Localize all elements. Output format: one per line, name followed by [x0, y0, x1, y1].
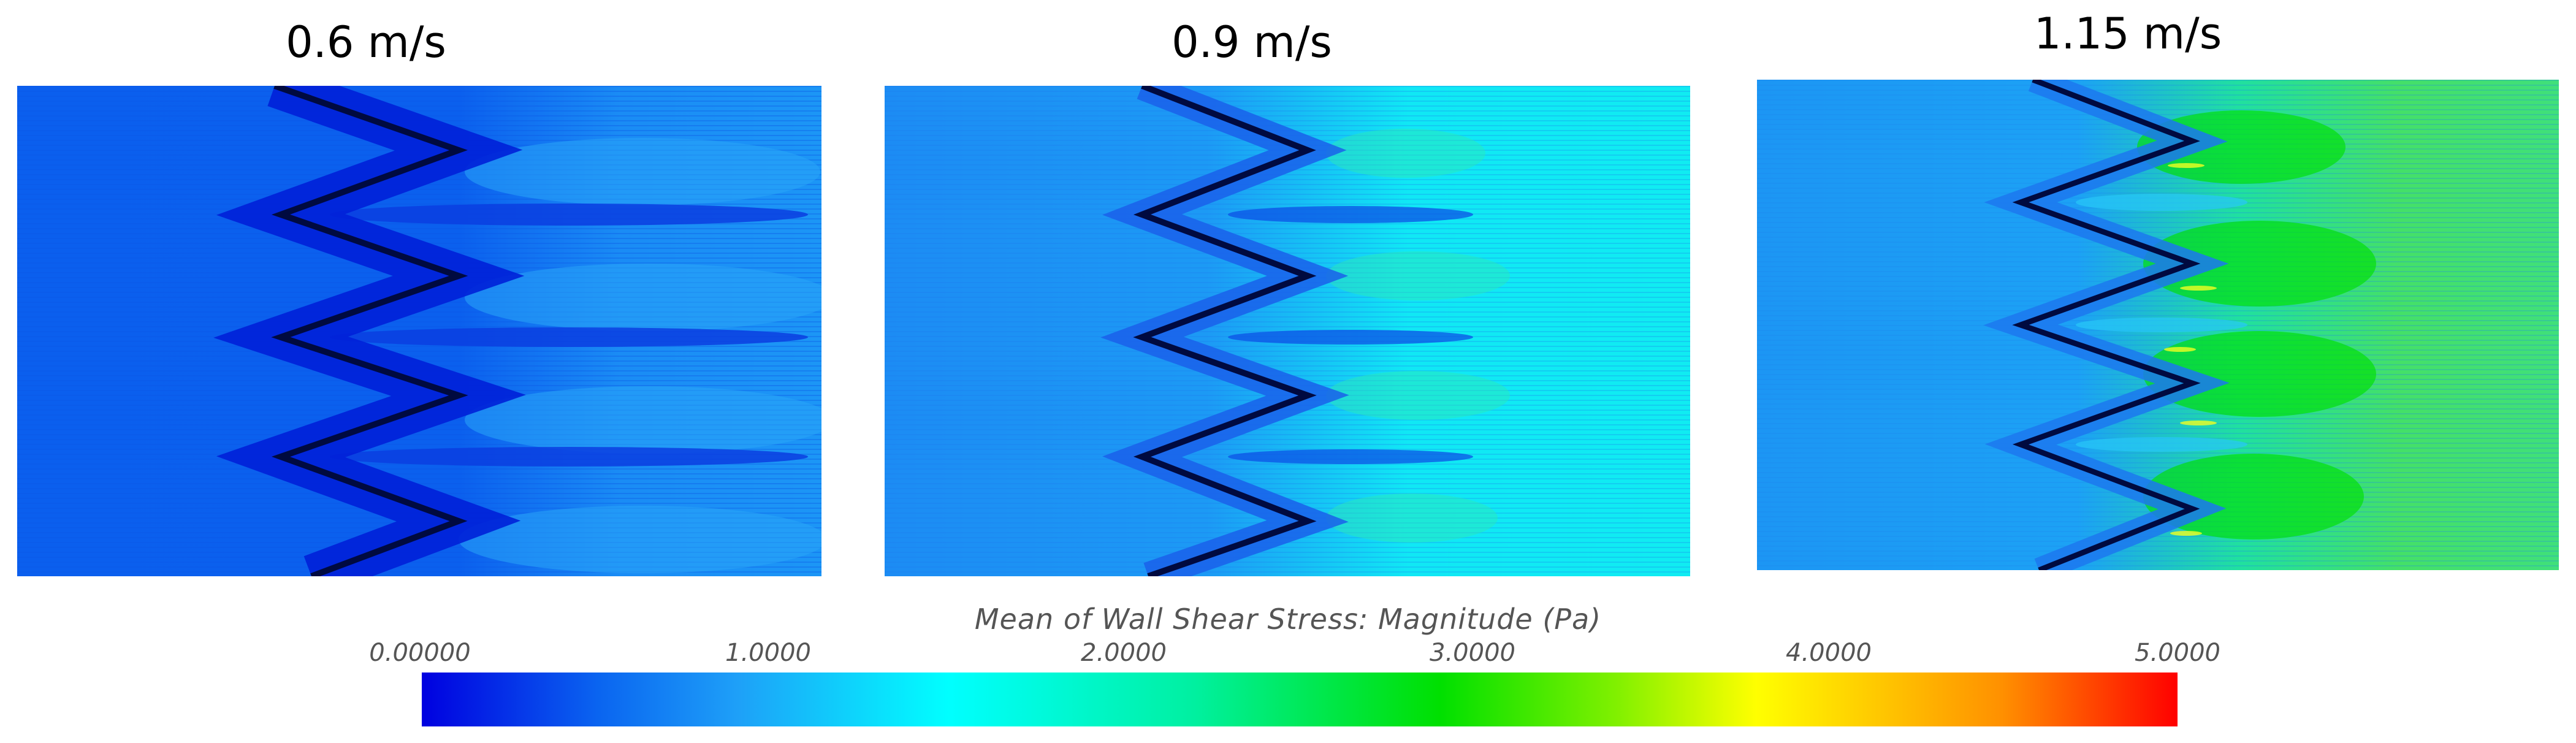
colorbar-tick-3: 3.0000 [1430, 639, 1515, 667]
panel-title-1: 0.9 m/s [1172, 17, 1332, 67]
panel-title-2: 1.15 m/s [2033, 9, 2222, 59]
colorbar-tick-0: 0.00000 [369, 639, 471, 667]
colorbar [422, 673, 2178, 726]
panel-title-0: 0.6 m/s [286, 17, 446, 67]
shear-stress-panel-1 [885, 86, 1690, 576]
colorbar-tick-5: 5.0000 [2135, 639, 2220, 667]
colorbar-tick-4: 4.0000 [1786, 639, 1872, 667]
shear-stress-panel-0 [17, 86, 821, 576]
colorbar-title: Mean of Wall Shear Stress: Magnitude (Pa… [974, 603, 1602, 636]
colorbar-tick-1: 1.0000 [725, 639, 811, 667]
colorbar-tick-2: 2.0000 [1081, 639, 1167, 667]
shear-stress-panel-2 [1757, 80, 2559, 570]
